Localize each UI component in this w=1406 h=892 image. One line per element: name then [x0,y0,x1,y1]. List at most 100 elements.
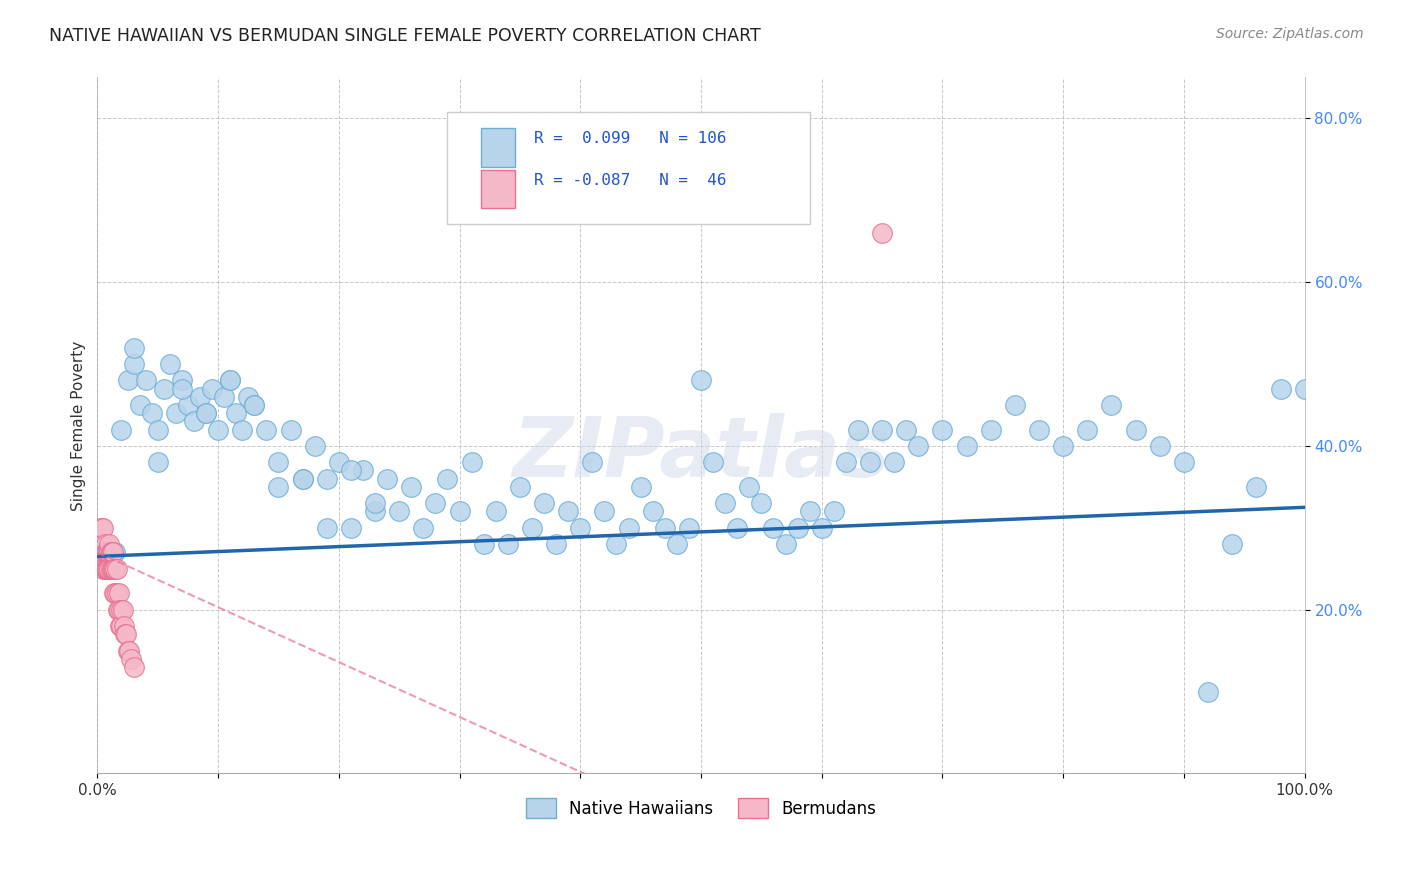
Point [1220,537,1243,551]
Point [243,398,266,412]
Point [1028,423,1050,437]
Point [291,472,314,486]
Point [412,521,434,535]
FancyBboxPatch shape [481,170,515,209]
Point [170,373,193,387]
Text: NATIVE HAWAIIAN VS BERMUDAN SINGLE FEMALE POVERTY CORRELATION CHART: NATIVE HAWAIIAN VS BERMUDAN SINGLE FEMAL… [49,27,761,45]
Point [1270,382,1292,396]
Point [98,545,121,559]
Point [93,562,115,576]
Point [104,562,127,576]
Point [291,472,314,486]
Point [100,545,122,559]
Point [630,480,652,494]
Point [219,373,242,387]
Text: R =  0.099   N = 106: R = 0.099 N = 106 [534,131,727,146]
Point [883,455,905,469]
Point [110,619,132,633]
Point [460,455,482,469]
Point [870,226,893,240]
Point [702,455,724,469]
Point [775,537,797,551]
Point [546,537,568,551]
Point [122,357,145,371]
Point [97,545,120,559]
Point [120,652,142,666]
Point [112,619,135,633]
Point [425,496,447,510]
Point [328,455,350,469]
Point [280,423,302,437]
Point [678,521,700,535]
Text: ZIPatlas: ZIPatlas [512,413,890,494]
Point [980,423,1002,437]
Point [219,373,242,387]
Point [122,660,145,674]
Point [101,545,124,559]
Point [105,586,128,600]
Point [152,382,174,396]
Point [93,537,115,551]
Point [94,562,117,576]
Point [375,472,398,486]
Point [118,643,141,657]
Point [105,562,128,576]
Point [159,357,181,371]
Point [641,504,664,518]
Point [117,373,139,387]
Point [107,602,129,616]
Point [93,545,115,559]
Point [714,496,737,510]
Point [104,586,127,600]
Point [1294,382,1316,396]
Point [110,423,132,437]
Point [231,423,253,437]
Point [955,439,977,453]
Point [1004,398,1026,412]
Point [98,537,121,551]
Point [569,521,592,535]
Point [364,496,387,510]
Point [96,545,118,559]
Point [315,521,337,535]
Point [907,439,929,453]
Point [472,537,495,551]
Point [1246,480,1268,494]
Point [91,521,114,535]
Point [238,390,260,404]
Point [557,504,579,518]
Point [762,521,785,535]
Point [340,521,363,535]
Point [254,423,277,437]
Point [388,504,411,518]
Point [352,463,374,477]
Point [810,521,832,535]
Point [93,562,115,576]
Point [114,627,136,641]
Point [93,521,115,535]
Point [654,521,676,535]
Point [859,455,882,469]
Point [111,602,134,616]
Point [101,562,124,576]
Point [146,455,169,469]
Point [1125,423,1147,437]
Point [690,373,713,387]
Point [212,390,235,404]
Point [96,562,118,576]
Point [267,455,290,469]
Point [170,382,193,396]
Point [243,398,266,412]
Point [188,390,211,404]
Point [340,463,363,477]
Point [225,406,247,420]
Point [509,480,531,494]
Point [195,406,218,420]
Point [1149,439,1171,453]
Point [108,586,131,600]
FancyBboxPatch shape [481,128,515,167]
Point [485,504,508,518]
Point [1101,398,1123,412]
Point [1076,423,1098,437]
Point [108,602,131,616]
